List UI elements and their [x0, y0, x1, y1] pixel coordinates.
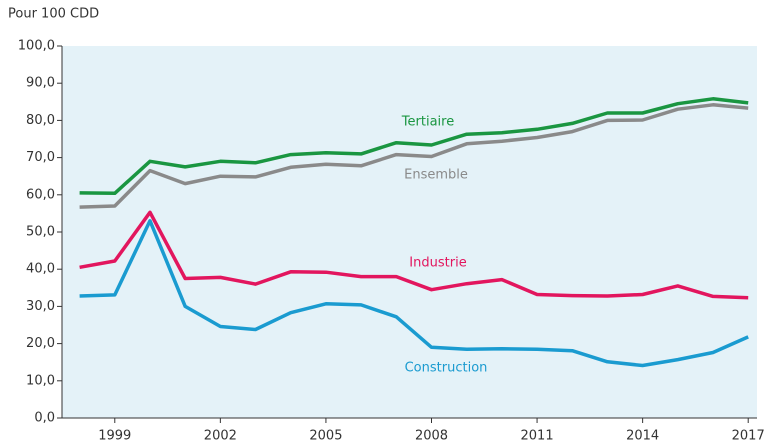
- series-line: [79, 219, 749, 368]
- x-tick-label: 2014: [626, 429, 659, 444]
- x-tick-label: 2008: [415, 429, 448, 444]
- chart-subtitle: Pour 100 CDD: [8, 7, 99, 22]
- y-tick-label: 70,0: [26, 150, 55, 165]
- y-tick-label: 20,0: [26, 336, 55, 351]
- series-label: Construction: [405, 361, 488, 376]
- y-tick-label: 40,0: [26, 262, 55, 277]
- y-tick-label: 90,0: [26, 76, 55, 91]
- y-tick-label: 80,0: [26, 113, 55, 128]
- series-line: [79, 97, 749, 196]
- y-tick-label: 10,0: [26, 373, 55, 388]
- y-tick-label: 0,0: [34, 411, 55, 426]
- x-tick-label: 2005: [309, 429, 342, 444]
- y-tick-label: 30,0: [26, 299, 55, 314]
- x-tick-label: 2011: [521, 429, 554, 444]
- series-label: Tertiaire: [401, 115, 454, 130]
- series-label: Ensemble: [404, 168, 468, 183]
- series-line: [79, 210, 749, 300]
- series-line: [79, 103, 749, 209]
- x-tick-label: 2017: [732, 429, 765, 444]
- y-tick-label: 100,0: [18, 39, 55, 54]
- series-label: Industrie: [409, 256, 466, 271]
- y-tick-label: 60,0: [26, 187, 55, 202]
- y-tick-label: 50,0: [26, 225, 55, 240]
- x-tick-label: 2002: [204, 429, 237, 444]
- x-tick-label: 1999: [98, 429, 131, 444]
- plot-area: [62, 46, 757, 418]
